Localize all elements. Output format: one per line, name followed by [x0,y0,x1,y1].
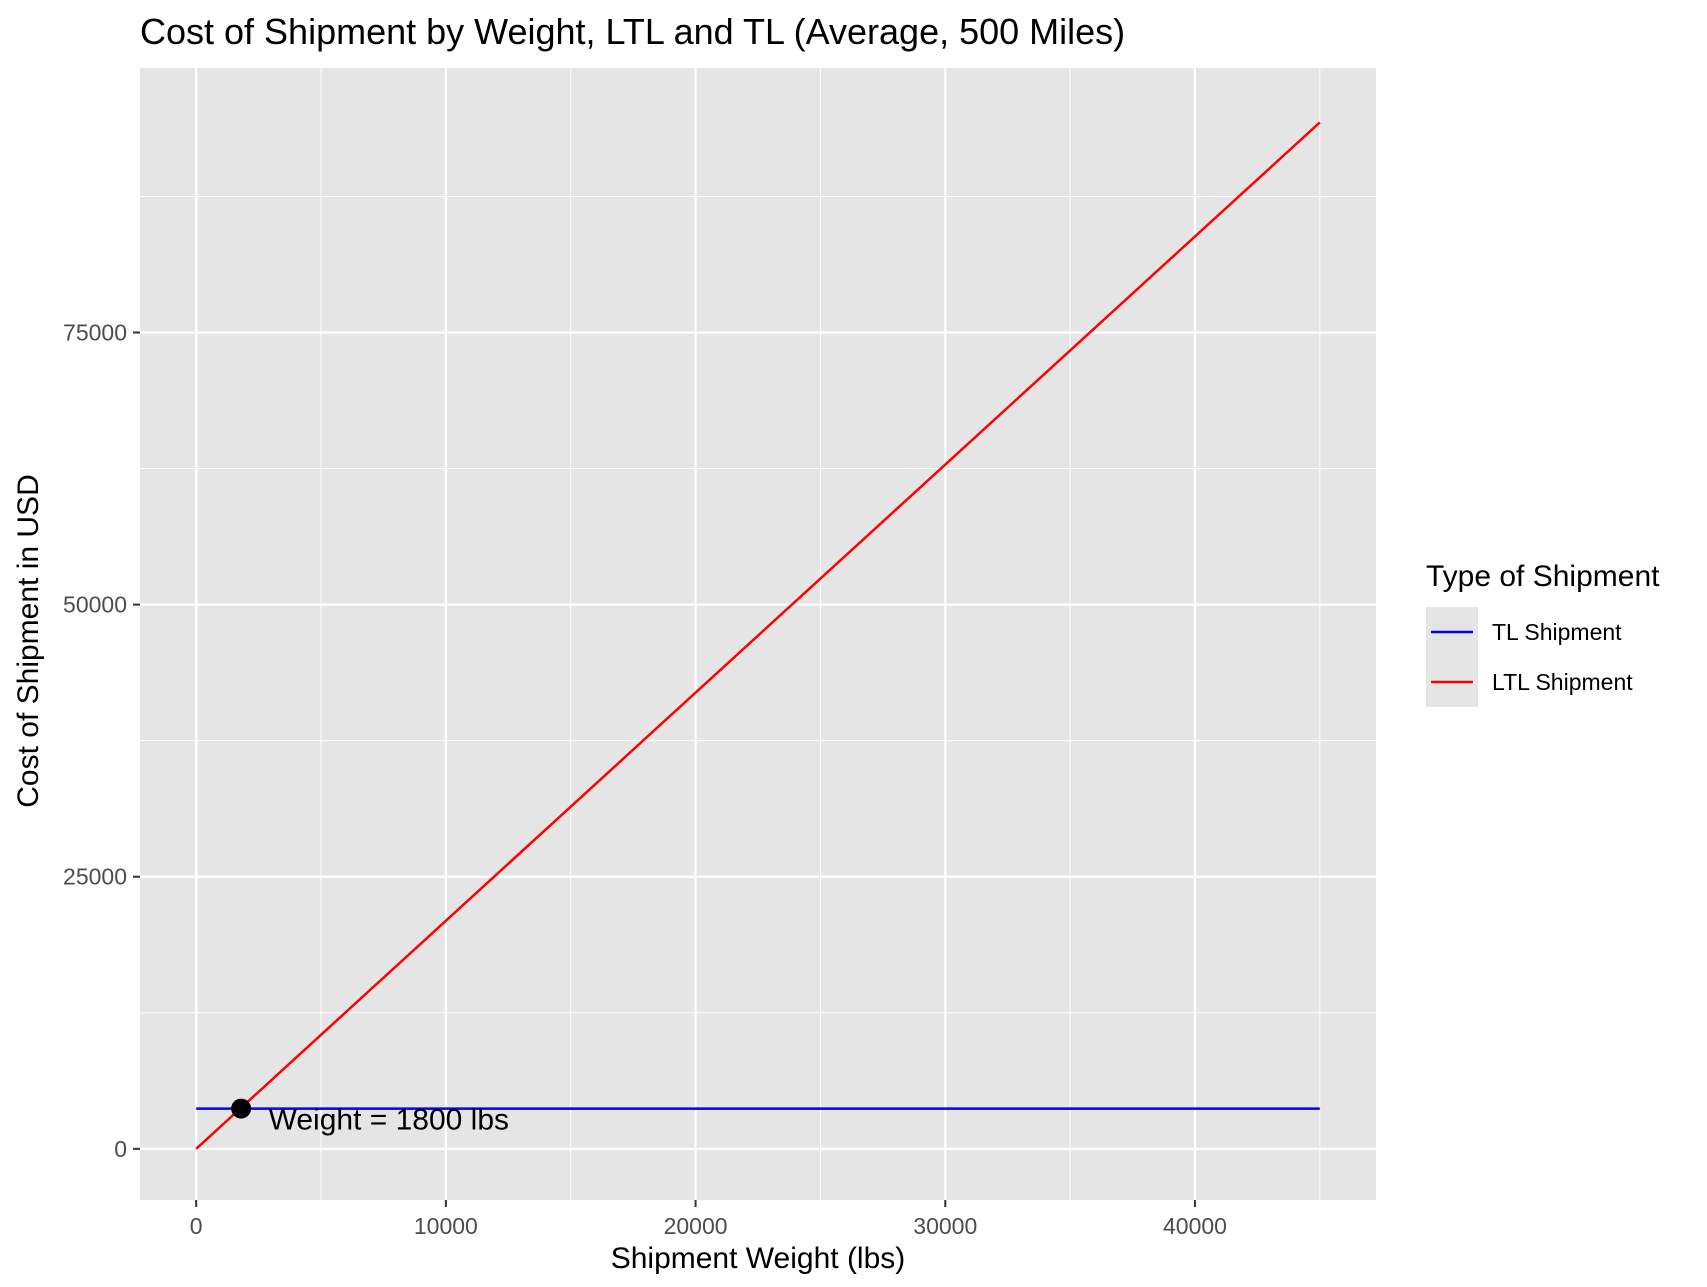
legend: Type of Shipment TL Shipment LTL Shipment [1426,560,1660,707]
y-tick-label: 50000 [63,592,127,618]
x-tick-label: 0 [190,1213,203,1239]
series-line-ltl-shipment [195,121,1321,1150]
x-tick-label: 30000 [913,1213,977,1239]
legend-title: Type of Shipment [1426,560,1660,593]
chart-title: Cost of Shipment by Weight, LTL and TL (… [140,11,1125,52]
annotation-label: Weight = 1800 lbs [269,1103,509,1136]
x-tick-label: 40000 [1163,1213,1227,1239]
points-layer [231,1098,252,1119]
legend-label: LTL Shipment [1492,669,1633,695]
y-axis-title: Cost of Shipment in USD [12,474,45,807]
legend-label: TL Shipment [1492,619,1622,645]
x-axis-title: Shipment Weight (lbs) [611,1242,906,1275]
intersection-point [231,1098,252,1119]
y-axis: 0 25000 50000 75000 [63,319,140,1162]
y-tick-label: 0 [114,1136,127,1162]
x-axis: 0 10000 20000 30000 40000 [190,1200,1227,1239]
y-tick-label: 75000 [63,319,127,345]
x-tick-label: 10000 [414,1213,478,1239]
y-tick-label: 25000 [63,864,127,890]
major-gridlines [140,68,1376,1200]
series-layer [195,121,1321,1150]
legend-entries: TL Shipment LTL Shipment [1426,607,1633,707]
x-tick-label: 20000 [664,1213,728,1239]
minor-gridlines [140,68,1376,1200]
annotations: Weight = 1800 lbs [269,1103,509,1136]
